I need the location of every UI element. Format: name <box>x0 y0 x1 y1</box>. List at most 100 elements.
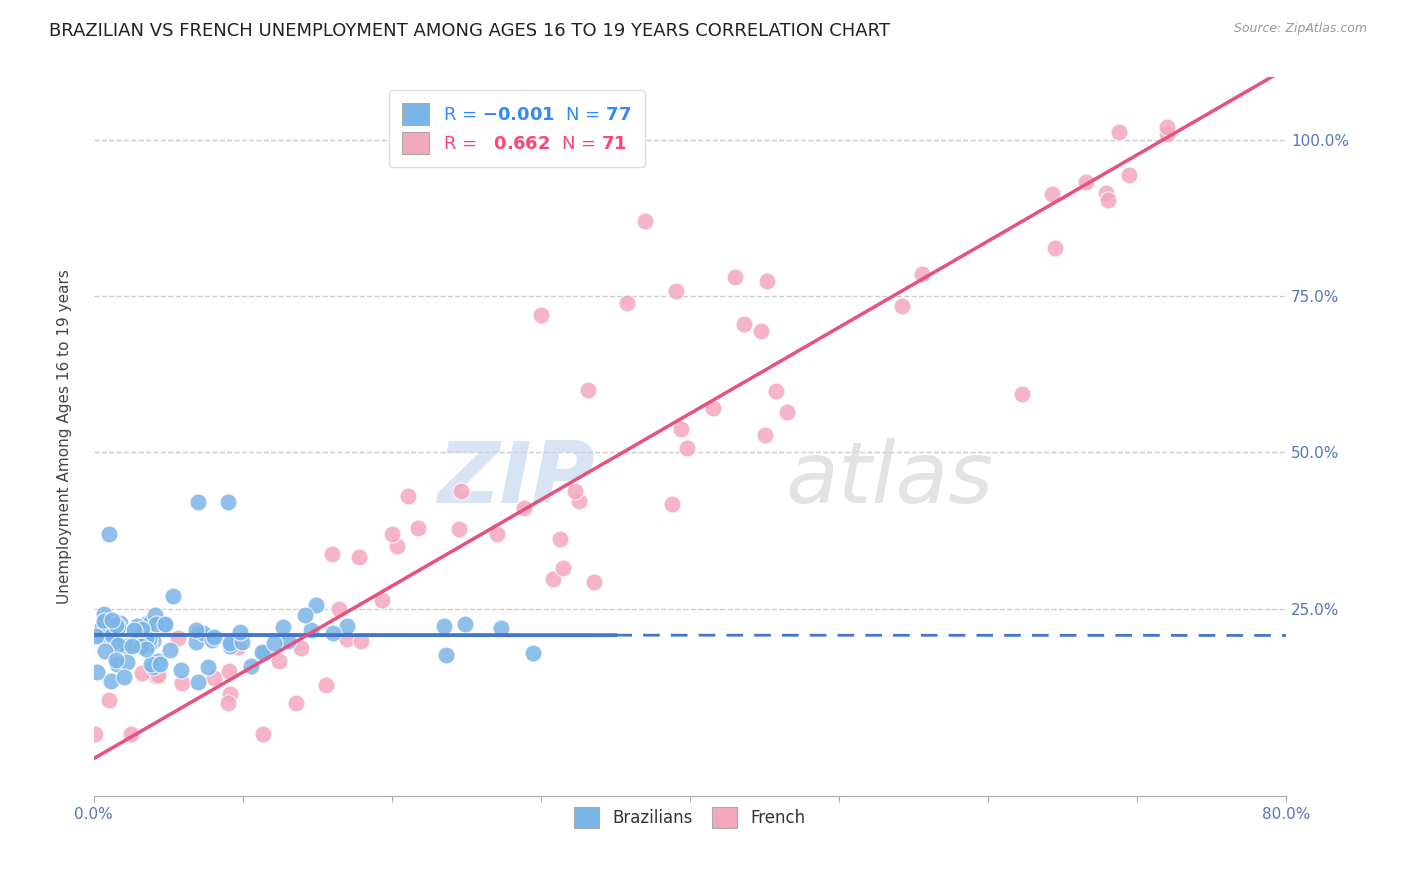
Point <box>187 625 209 640</box>
Point <box>131 666 153 681</box>
Point <box>98 692 121 706</box>
Point <box>101 628 124 642</box>
Point <box>1074 175 1097 189</box>
Point <box>350 634 373 648</box>
Point <box>145 617 167 632</box>
Point <box>240 658 263 673</box>
Point <box>381 527 404 541</box>
Point <box>103 633 125 648</box>
Point <box>94 644 117 658</box>
Point <box>273 620 295 634</box>
Point <box>153 618 176 632</box>
Point <box>97 526 120 541</box>
Point <box>108 615 131 630</box>
Point <box>754 428 776 442</box>
Point <box>146 668 169 682</box>
Point <box>146 654 169 668</box>
Point <box>217 495 239 509</box>
Point <box>661 497 683 511</box>
Point <box>135 616 157 631</box>
Point <box>219 636 242 650</box>
Point <box>576 383 599 397</box>
Point <box>371 592 394 607</box>
Point <box>385 539 408 553</box>
Point <box>139 657 162 671</box>
Point <box>1108 125 1130 139</box>
Point <box>541 572 564 586</box>
Point <box>219 687 242 701</box>
Point <box>202 630 225 644</box>
Point <box>84 629 107 643</box>
Point <box>197 659 219 673</box>
Point <box>139 616 162 631</box>
Point <box>120 726 142 740</box>
Point <box>522 646 544 660</box>
Point <box>138 632 160 646</box>
Point <box>454 617 477 632</box>
Point <box>153 616 176 631</box>
Point <box>702 401 724 416</box>
Point <box>277 634 299 648</box>
Point <box>169 663 191 677</box>
Point <box>132 626 155 640</box>
Point <box>135 641 157 656</box>
Point <box>299 623 322 637</box>
Point <box>634 214 657 228</box>
Point <box>305 598 328 612</box>
Point <box>1156 120 1178 134</box>
Point <box>219 639 242 653</box>
Point <box>105 653 128 667</box>
Point <box>105 617 128 632</box>
Point <box>100 674 122 689</box>
Point <box>83 726 105 740</box>
Point <box>187 495 209 509</box>
Point <box>733 317 755 331</box>
Point <box>170 676 193 690</box>
Point <box>124 621 146 635</box>
Point <box>486 527 509 541</box>
Point <box>252 726 274 740</box>
Point <box>396 489 419 503</box>
Point <box>112 670 135 684</box>
Point <box>105 657 128 671</box>
Point <box>131 623 153 637</box>
Point <box>91 620 114 634</box>
Point <box>115 639 138 653</box>
Point <box>616 296 638 310</box>
Point <box>776 404 799 418</box>
Point <box>201 632 224 647</box>
Point <box>121 639 143 653</box>
Point <box>204 672 226 686</box>
Point <box>101 613 124 627</box>
Point <box>749 324 772 338</box>
Point <box>891 299 914 313</box>
Point <box>449 522 471 536</box>
Text: atlas: atlas <box>785 438 993 522</box>
Point <box>218 665 240 679</box>
Point <box>122 623 145 637</box>
Point <box>665 285 688 299</box>
Point <box>269 654 291 668</box>
Point <box>568 493 591 508</box>
Point <box>142 660 165 674</box>
Point <box>315 678 337 692</box>
Point <box>550 532 572 546</box>
Point <box>228 625 250 640</box>
Point <box>91 630 114 644</box>
Point <box>217 696 239 710</box>
Point <box>432 619 454 633</box>
Point <box>1156 127 1178 141</box>
Point <box>551 560 574 574</box>
Point <box>1040 186 1063 201</box>
Point <box>184 635 207 649</box>
Point <box>765 384 787 398</box>
Point <box>145 669 167 683</box>
Point <box>93 614 115 628</box>
Point <box>513 501 536 516</box>
Point <box>253 646 276 660</box>
Y-axis label: Unemployment Among Ages 16 to 19 years: Unemployment Among Ages 16 to 19 years <box>58 269 72 604</box>
Text: Source: ZipAtlas.com: Source: ZipAtlas.com <box>1233 22 1367 36</box>
Point <box>263 635 285 649</box>
Point <box>228 640 250 654</box>
Point <box>138 637 160 651</box>
